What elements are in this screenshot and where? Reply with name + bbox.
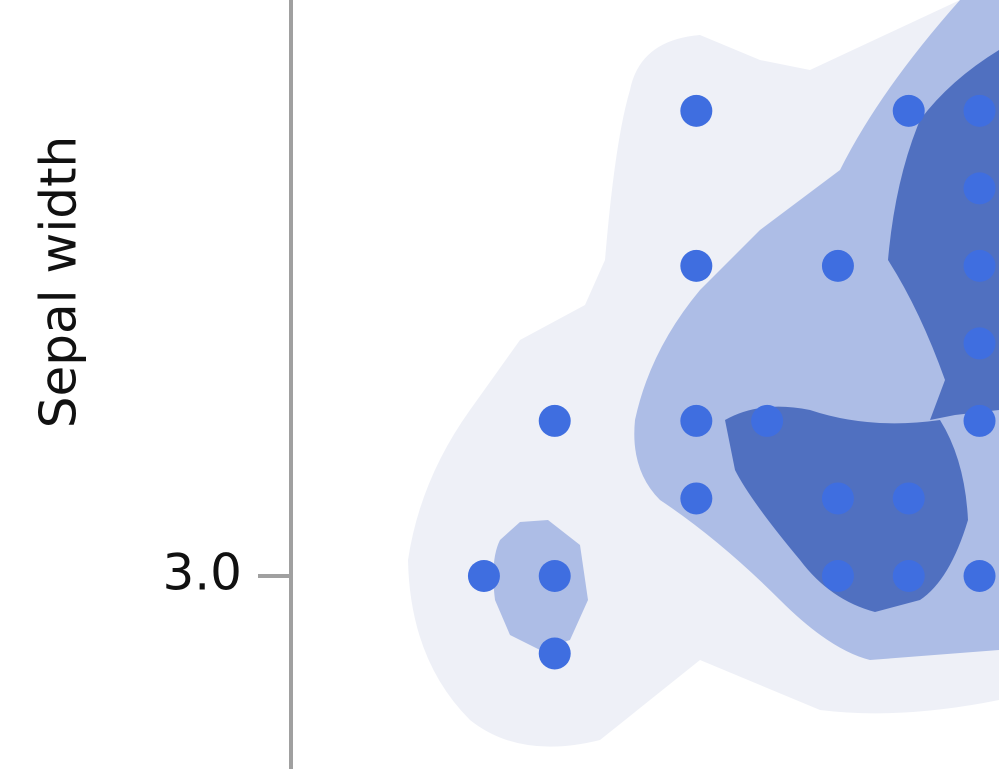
point bbox=[821, 482, 854, 515]
point bbox=[821, 249, 854, 282]
point bbox=[892, 559, 925, 592]
y-tick-label: 3.0 bbox=[162, 543, 242, 601]
point bbox=[680, 482, 713, 515]
density-inner bbox=[888, 50, 999, 420]
point bbox=[963, 404, 996, 437]
point bbox=[892, 482, 925, 515]
point bbox=[892, 94, 925, 127]
point bbox=[538, 404, 571, 437]
point bbox=[821, 559, 854, 592]
point bbox=[963, 327, 996, 360]
y-axis-label: Sepal width bbox=[30, 136, 88, 428]
point bbox=[680, 249, 713, 282]
point bbox=[467, 559, 500, 592]
point bbox=[963, 172, 996, 205]
point bbox=[680, 404, 713, 437]
density-middle bbox=[493, 520, 588, 650]
point bbox=[538, 559, 571, 592]
point bbox=[538, 637, 571, 670]
point bbox=[680, 94, 713, 127]
point bbox=[963, 249, 996, 282]
point bbox=[751, 404, 784, 437]
point bbox=[963, 559, 996, 592]
point bbox=[963, 94, 996, 127]
